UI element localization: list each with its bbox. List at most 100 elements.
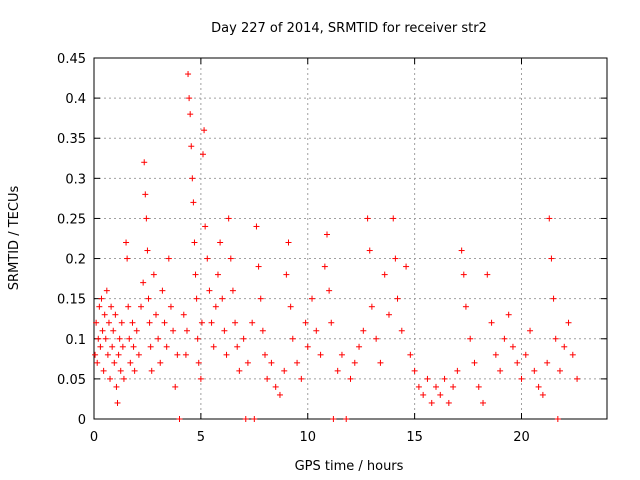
- data-point: [217, 239, 224, 246]
- data-point: [232, 319, 239, 326]
- data-point: [170, 327, 177, 334]
- data-point: [115, 351, 122, 358]
- data-point: [206, 287, 213, 294]
- data-point: [234, 343, 241, 350]
- data-point: [167, 303, 174, 310]
- data-point: [126, 335, 133, 342]
- data-point: [208, 319, 215, 326]
- data-point: [180, 311, 187, 318]
- data-point: [100, 367, 107, 374]
- data-point: [187, 111, 194, 118]
- data-point: [377, 359, 384, 366]
- data-point: [107, 375, 114, 382]
- data-point: [475, 383, 482, 390]
- data-point: [283, 271, 290, 278]
- data-point: [347, 375, 354, 382]
- data-point: [145, 295, 152, 302]
- data-point: [255, 263, 262, 270]
- data-point: [272, 383, 279, 390]
- data-point: [221, 327, 228, 334]
- y-tick-label: 0.45: [57, 52, 86, 67]
- data-point: [460, 271, 467, 278]
- data-point: [123, 239, 130, 246]
- data-point: [294, 359, 301, 366]
- data-point: [462, 303, 469, 310]
- data-point: [522, 351, 529, 358]
- data-point: [97, 343, 104, 350]
- data-point: [569, 351, 576, 358]
- x-tick-label: 20: [513, 430, 530, 445]
- data-point: [531, 367, 538, 374]
- y-tick-label: 0.15: [57, 293, 86, 308]
- data-point: [190, 199, 197, 206]
- data-point: [120, 375, 127, 382]
- data-point: [392, 255, 399, 262]
- data-point: [505, 311, 512, 318]
- data-point: [172, 383, 179, 390]
- data-point: [554, 416, 561, 422]
- data-point: [223, 351, 230, 358]
- data-point: [527, 327, 534, 334]
- data-point: [334, 367, 341, 374]
- data-point: [450, 383, 457, 390]
- data-point: [144, 247, 151, 254]
- data-point: [514, 359, 521, 366]
- y-tick-labels: 0 0.05 0.1 0.15 0.2 0.25 0.3 0.35 0.4 0.45: [57, 52, 86, 428]
- data-point: [561, 343, 568, 350]
- data-point: [437, 391, 444, 398]
- data-point: [259, 327, 266, 334]
- data-point: [492, 351, 499, 358]
- data-point: [497, 367, 504, 374]
- data-point: [135, 351, 142, 358]
- data-point: [518, 375, 525, 382]
- data-point: [193, 295, 200, 302]
- data-point: [385, 311, 392, 318]
- data-point: [194, 335, 201, 342]
- data-point: [202, 223, 209, 230]
- data-point: [343, 416, 350, 422]
- data-point: [326, 287, 333, 294]
- data-point: [113, 383, 120, 390]
- data-point: [210, 343, 217, 350]
- data-point: [219, 295, 226, 302]
- data-point: [93, 319, 100, 326]
- data-point: [110, 327, 117, 334]
- data-point: [574, 375, 581, 382]
- data-point: [146, 319, 153, 326]
- data-point: [176, 416, 183, 422]
- data-point: [130, 343, 137, 350]
- x-tick-label: 15: [406, 430, 423, 445]
- data-point: [249, 319, 256, 326]
- data-point: [287, 303, 294, 310]
- x-tick-label: 10: [299, 430, 316, 445]
- data-point: [127, 359, 134, 366]
- data-point: [565, 319, 572, 326]
- data-point: [251, 416, 258, 422]
- data-point: [201, 127, 208, 134]
- data-point: [227, 255, 234, 262]
- gridlines: [94, 58, 607, 419]
- y-tick-label: 0.4: [65, 92, 86, 107]
- data-point: [403, 263, 410, 270]
- data-point: [198, 319, 205, 326]
- data-point: [445, 399, 452, 406]
- data-point: [509, 343, 516, 350]
- data-point: [229, 287, 236, 294]
- data-point: [351, 359, 358, 366]
- data-point: [94, 359, 101, 366]
- data-point: [140, 279, 147, 286]
- data-point: [188, 143, 195, 150]
- data-point: [321, 263, 328, 270]
- data-point: [204, 255, 211, 262]
- x-tick-labels: 0 5 10 15 20: [90, 430, 530, 445]
- data-point: [281, 367, 288, 374]
- data-point: [467, 335, 474, 342]
- data-point: [214, 271, 221, 278]
- data-point: [186, 95, 193, 102]
- data-point: [105, 319, 112, 326]
- data-point: [471, 359, 478, 366]
- data-point: [212, 303, 219, 310]
- data-point: [125, 303, 132, 310]
- data-point: [174, 351, 181, 358]
- data-point: [360, 327, 367, 334]
